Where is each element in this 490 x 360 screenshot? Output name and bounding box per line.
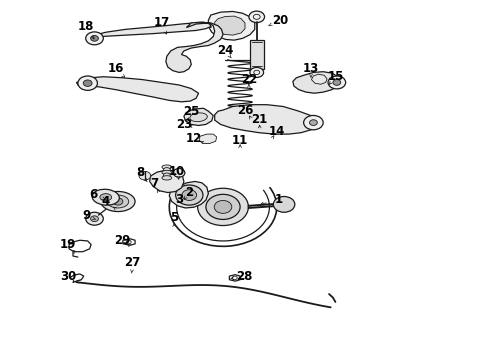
Text: 29: 29 [114,234,130,247]
Text: 21: 21 [251,113,268,126]
Circle shape [91,216,98,222]
Text: 28: 28 [236,270,252,283]
Ellipse shape [92,189,120,205]
Circle shape [86,212,103,225]
Text: 20: 20 [272,14,288,27]
Polygon shape [208,12,255,40]
Circle shape [173,168,185,177]
Text: 30: 30 [60,270,76,283]
Text: 6: 6 [89,188,98,201]
Text: 24: 24 [217,44,234,57]
Text: 10: 10 [169,165,185,177]
Text: 23: 23 [176,118,192,131]
Text: 25: 25 [183,105,199,118]
Circle shape [328,76,345,89]
Ellipse shape [190,113,207,122]
Polygon shape [91,22,211,40]
Circle shape [139,171,151,180]
Text: 27: 27 [124,256,141,269]
Ellipse shape [100,194,112,201]
Polygon shape [215,105,318,134]
Text: 18: 18 [78,20,95,33]
Polygon shape [166,22,223,72]
Bar [250,40,264,69]
Text: 8: 8 [136,166,144,179]
Ellipse shape [162,176,172,180]
Polygon shape [76,77,198,102]
Text: 1: 1 [275,193,283,206]
Ellipse shape [107,195,129,208]
Polygon shape [312,74,327,84]
Text: 3: 3 [175,193,183,206]
Text: 5: 5 [170,211,178,224]
Polygon shape [215,16,245,35]
Ellipse shape [163,173,170,177]
Circle shape [206,194,240,220]
Text: 7: 7 [150,177,159,190]
Text: 15: 15 [327,69,343,82]
Circle shape [78,76,98,90]
Circle shape [86,32,103,45]
Polygon shape [169,181,208,208]
Circle shape [249,11,265,23]
Circle shape [310,120,318,126]
Polygon shape [184,108,213,126]
Text: 11: 11 [232,134,248,147]
Circle shape [232,276,237,280]
Circle shape [333,80,341,85]
Polygon shape [293,72,340,93]
Text: 12: 12 [186,132,202,145]
Text: 26: 26 [237,104,253,117]
Ellipse shape [113,198,123,205]
Ellipse shape [162,165,172,169]
Circle shape [250,67,264,77]
Circle shape [304,116,323,130]
Circle shape [91,36,98,41]
Ellipse shape [163,168,170,172]
Text: 14: 14 [269,125,285,138]
Text: 2: 2 [185,186,193,199]
Circle shape [175,185,203,205]
Circle shape [273,197,295,212]
Polygon shape [150,170,184,193]
Circle shape [197,188,248,226]
Ellipse shape [101,192,135,212]
Text: 22: 22 [241,73,257,86]
Text: 19: 19 [60,238,76,251]
Text: 17: 17 [154,17,170,30]
Circle shape [214,201,232,213]
Circle shape [83,80,92,86]
Text: 9: 9 [82,210,90,222]
Ellipse shape [162,170,172,175]
Circle shape [126,240,131,244]
Text: 16: 16 [107,62,123,75]
Polygon shape [199,134,217,143]
Circle shape [182,190,196,201]
Text: 13: 13 [303,62,319,75]
Text: 4: 4 [101,195,110,208]
